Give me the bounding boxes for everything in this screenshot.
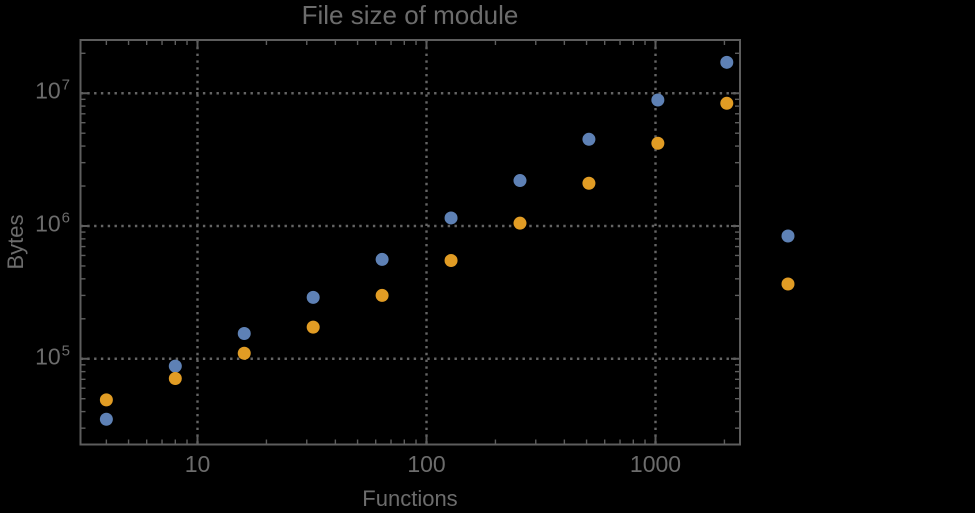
x-tick-label: 1000 [629, 451, 682, 477]
legend-marker-series-1 [781, 229, 795, 243]
data-point-series-1 [375, 252, 389, 266]
x-axis-label: Functions [362, 486, 458, 511]
y-tick-base: 10 [35, 77, 61, 104]
y-tick-label: 107 [35, 76, 70, 107]
y-tick-exponent: 5 [61, 342, 70, 360]
data-point-series-2 [513, 216, 527, 230]
data-point-series-2 [444, 253, 458, 267]
data-point-series-1 [720, 55, 734, 69]
data-point-series-2 [99, 393, 113, 407]
y-tick-exponent: 7 [61, 76, 70, 94]
y-tick-base: 10 [35, 343, 61, 370]
legend-marker-series-2 [781, 277, 795, 291]
y-tick-label: 106 [35, 209, 70, 239]
data-point-series-2 [237, 346, 251, 360]
x-tick-label: 100 [407, 451, 446, 477]
data-point-series-1 [168, 359, 182, 373]
data-point-series-1 [306, 290, 320, 304]
plot-frame [79, 39, 741, 446]
y-tick-exponent: 6 [61, 209, 70, 227]
x-tick-label: 10 [184, 451, 211, 477]
data-point-series-1 [444, 211, 458, 225]
chart-title: File size of module [301, 0, 519, 30]
data-point-series-1 [237, 326, 251, 340]
data-point-series-1 [651, 93, 665, 107]
data-point-series-2 [651, 136, 665, 150]
data-point-series-2 [168, 371, 182, 385]
data-point-series-2 [306, 320, 320, 334]
data-point-series-2 [582, 176, 596, 190]
y-tick-label: 105 [35, 342, 70, 372]
y-axis-label: Bytes [3, 214, 28, 270]
y-tick-base: 10 [35, 210, 61, 237]
data-point-series-2 [375, 288, 389, 302]
data-point-series-1 [582, 132, 596, 146]
data-point-series-2 [720, 96, 734, 110]
data-point-series-1 [99, 412, 113, 426]
data-point-series-1 [513, 174, 527, 188]
